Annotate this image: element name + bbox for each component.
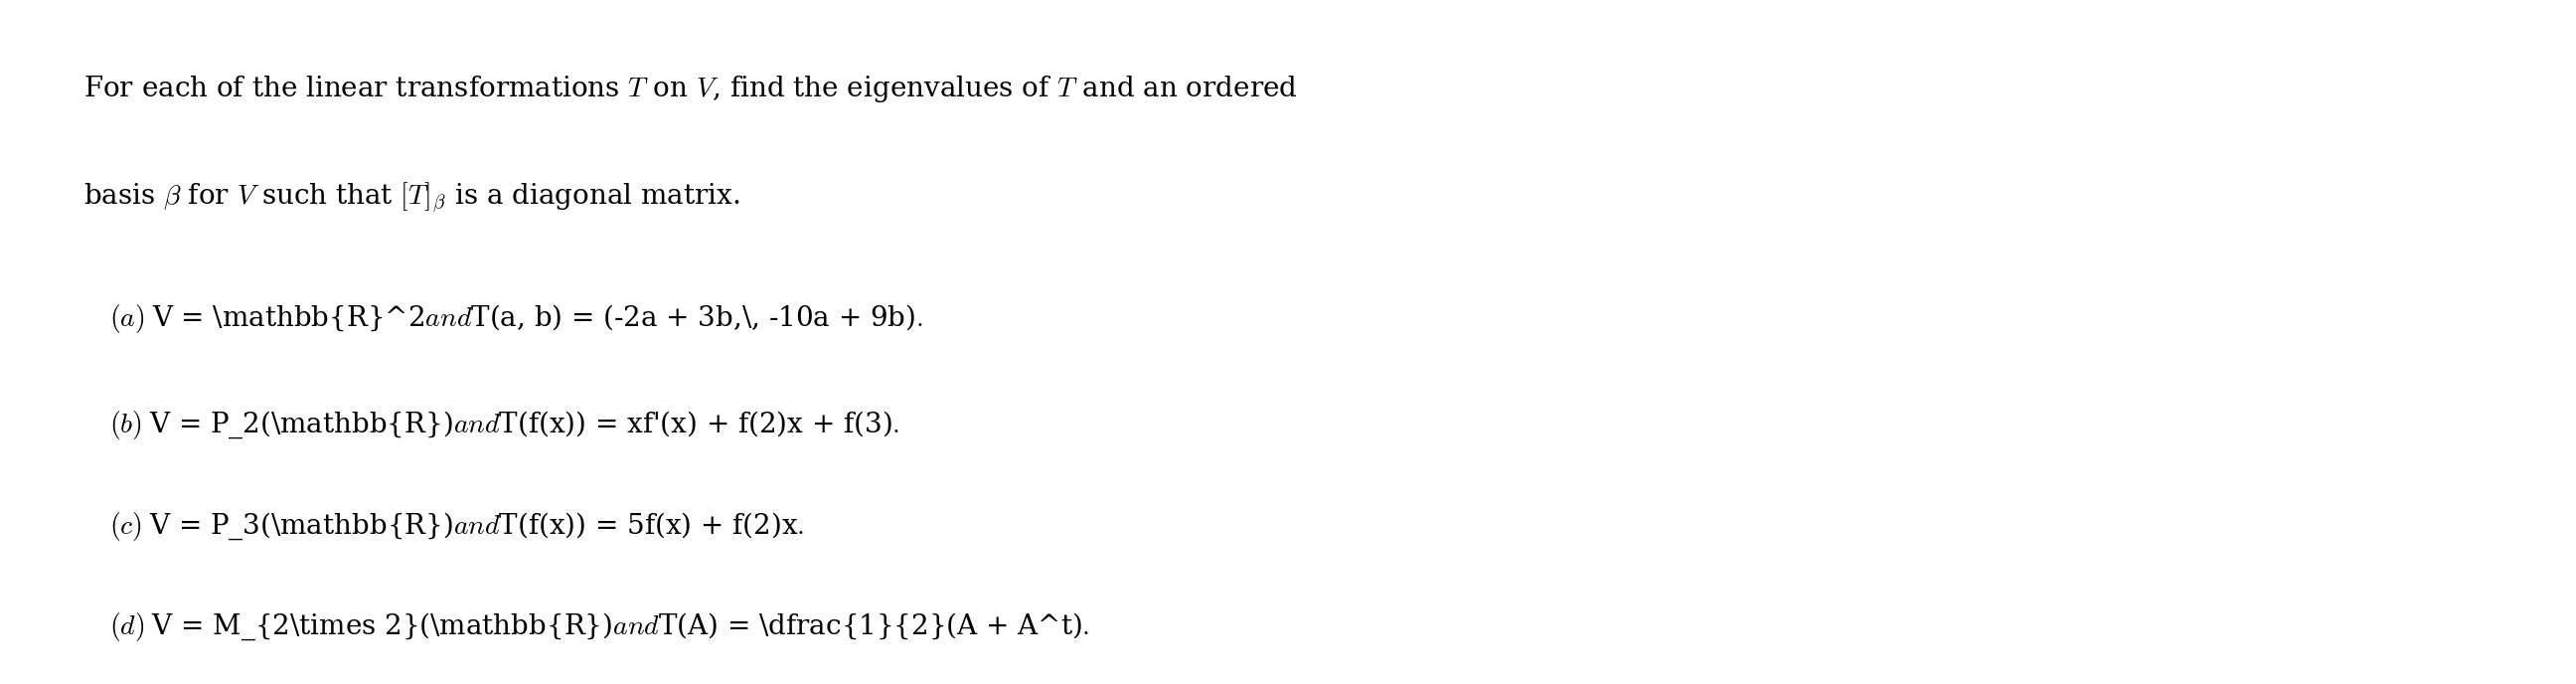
Text: $(b)\; $V = P_2(\mathbb{R})$ and $T(f(x)) = xf'(x) + f(2)x + f(3)$.$: $(b)\; $V = P_2(\mathbb{R})$ and $T(f(x)… xyxy=(108,409,899,442)
Text: $(c)\; $V = P_3(\mathbb{R})$ and $T(f(x)) = 5f(x) + f(2)x$.$: $(c)\; $V = P_3(\mathbb{R})$ and $T(f(x)… xyxy=(108,510,804,542)
Text: basis $\beta$ for $V$ such that $[T]_\beta$ is a diagonal matrix.: basis $\beta$ for $V$ such that $[T]_\be… xyxy=(85,181,739,216)
Text: $(a)\; $V = \mathbb{R}^2$ and $T(a, b) = (-2a + 3b,\, -10a + 9b)$.$: $(a)\; $V = \mathbb{R}^2$ and $T(a, b) =… xyxy=(108,302,922,334)
Text: For each of the linear transformations $T$ on $V$, find the eigenvalues of $T$ a: For each of the linear transformations $… xyxy=(85,74,1298,105)
Text: $(d)\; $V = M_{2\times 2}(\mathbb{R})$ and $T(A) = \dfrac{1}{2}(A + A^t)$.$: $(d)\; $V = M_{2\times 2}(\mathbb{R})$ a… xyxy=(108,610,1090,643)
